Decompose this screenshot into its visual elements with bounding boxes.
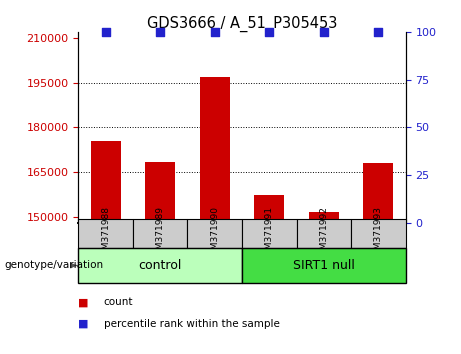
Bar: [188, 219, 242, 248]
Point: [266, 29, 273, 35]
Bar: [242, 219, 296, 248]
Text: GSM371993: GSM371993: [374, 206, 383, 261]
Text: count: count: [104, 297, 133, 307]
Text: ■: ■: [78, 319, 89, 329]
Text: GSM371991: GSM371991: [265, 206, 274, 261]
Bar: [133, 219, 188, 248]
Bar: [91, 141, 121, 354]
Point: [211, 29, 219, 35]
Title: GDS3666 / A_51_P305453: GDS3666 / A_51_P305453: [147, 16, 337, 32]
Text: GSM371990: GSM371990: [210, 206, 219, 261]
Point: [102, 29, 109, 35]
Bar: [242, 248, 406, 283]
Bar: [363, 163, 393, 354]
Text: GSM371992: GSM371992: [319, 206, 328, 261]
Bar: [78, 248, 242, 283]
Bar: [309, 212, 339, 354]
Point: [375, 29, 382, 35]
Text: ■: ■: [78, 297, 89, 307]
Text: genotype/variation: genotype/variation: [5, 261, 104, 270]
Bar: [351, 219, 406, 248]
Text: GSM371989: GSM371989: [156, 206, 165, 261]
Bar: [78, 219, 133, 248]
Point: [320, 29, 327, 35]
Bar: [254, 195, 284, 354]
Text: control: control: [138, 259, 182, 272]
Bar: [200, 77, 230, 354]
Text: GSM371988: GSM371988: [101, 206, 110, 261]
Bar: [145, 162, 175, 354]
Bar: [296, 219, 351, 248]
Point: [157, 29, 164, 35]
Text: SIRT1 null: SIRT1 null: [293, 259, 355, 272]
Text: percentile rank within the sample: percentile rank within the sample: [104, 319, 280, 329]
